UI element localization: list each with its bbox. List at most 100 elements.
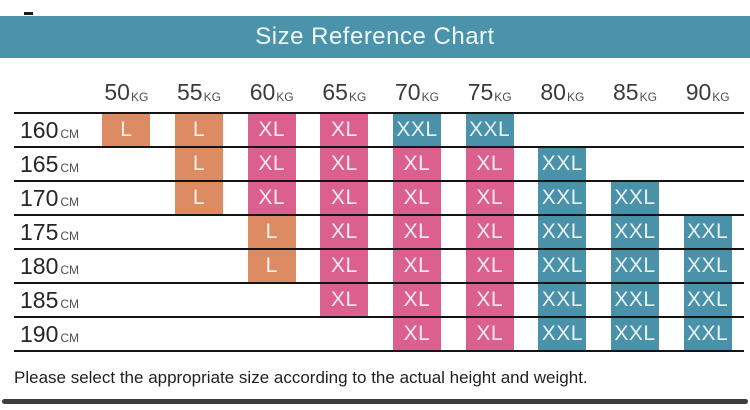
size-badge: XL <box>320 284 369 316</box>
page-title: Size Reference Chart <box>255 23 495 50</box>
height-value: 180 <box>20 252 59 279</box>
size-cell: XL <box>308 148 381 180</box>
size-badge: XXL <box>538 250 587 282</box>
weight-label-55kg: 55 KG <box>163 68 236 112</box>
size-badge: XL <box>320 216 369 248</box>
header-spacer <box>14 68 90 112</box>
weight-value: 80 <box>540 79 566 105</box>
size-cell <box>671 148 744 180</box>
size-cell: XXL <box>526 318 599 350</box>
size-badge: XL <box>320 114 369 146</box>
size-badge: XL <box>465 216 514 248</box>
table-row-190cm: 190 CM XL XL XXL XXL XXL <box>14 318 744 352</box>
size-cell: XL <box>381 318 454 350</box>
footer-note: Please select the appropriate size accor… <box>14 368 588 387</box>
size-badge: XL <box>247 182 296 214</box>
size-cell: XL <box>381 284 454 316</box>
size-badge: XL <box>392 182 441 214</box>
size-badge: XL <box>392 318 441 350</box>
height-value: 165 <box>20 150 59 177</box>
weight-label-75kg: 75 KG <box>453 68 526 112</box>
weight-value: 85 <box>613 79 639 105</box>
size-badge: L <box>174 182 223 214</box>
size-badge: XL <box>320 182 369 214</box>
size-badge: XL <box>465 318 514 350</box>
height-label-170cm: 170 CM <box>14 182 90 214</box>
size-cell <box>90 284 163 316</box>
weight-value: 50 <box>104 79 130 105</box>
size-cell: L <box>90 114 163 146</box>
size-badge: XXL <box>610 250 659 282</box>
table-row-180cm: 180 CM L XL XL XL XXL XXL XXL <box>14 250 744 284</box>
weight-unit: KG <box>130 90 149 104</box>
size-cell: XL <box>453 318 526 350</box>
size-cell: XXL <box>599 284 672 316</box>
height-value: 190 <box>20 320 59 347</box>
size-badge: L <box>102 114 151 146</box>
size-cell: XL <box>453 182 526 214</box>
size-badge: L <box>247 250 296 282</box>
size-badge: XL <box>392 216 441 248</box>
height-label-185cm: 185 CM <box>14 284 90 316</box>
size-cell: XXL <box>599 318 672 350</box>
size-badge: XXL <box>610 182 659 214</box>
size-cell: XL <box>235 182 308 214</box>
height-label-165cm: 165 CM <box>14 148 90 180</box>
size-cell: XL <box>381 148 454 180</box>
size-cell: XL <box>308 216 381 248</box>
weight-value: 55 <box>177 79 203 105</box>
size-cell: L <box>235 216 308 248</box>
size-cell: XL <box>308 114 381 146</box>
size-cell <box>163 216 236 248</box>
size-cell <box>671 182 744 214</box>
size-badge: XXL <box>683 318 732 350</box>
size-cell <box>308 318 381 350</box>
size-cell: XXL <box>671 318 744 350</box>
bottom-divider <box>2 399 748 404</box>
title-banner: Size Reference Chart <box>0 16 750 58</box>
table-row-185cm: 185 CM XL XL XL XXL XXL XXL <box>14 284 744 318</box>
weight-unit: KG <box>421 90 439 104</box>
height-unit: CM <box>60 194 80 209</box>
weight-value: 75 <box>467 79 494 105</box>
height-label-180cm: 180 CM <box>14 250 90 282</box>
size-badge: XXL <box>683 284 732 316</box>
size-badge: XL <box>465 250 514 282</box>
height-value: 170 <box>20 184 59 211</box>
size-cell: XL <box>308 182 381 214</box>
size-badge: XXL <box>610 284 659 316</box>
size-badge: XXL <box>538 284 587 316</box>
size-badge: XL <box>465 148 514 180</box>
height-unit: CM <box>60 228 80 243</box>
size-cell: XL <box>308 250 381 282</box>
height-unit: CM <box>60 330 80 345</box>
weight-unit: KG <box>712 90 730 104</box>
height-value: 175 <box>20 218 59 245</box>
size-badge: XXL <box>610 318 659 350</box>
height-label-160cm: 160 CM <box>14 114 90 146</box>
size-cell: XL <box>453 250 526 282</box>
height-label-175cm: 175 CM <box>14 216 90 248</box>
size-badge: XXL <box>610 216 659 248</box>
size-table-body: 160 CM L L XL XL XXL XXL 165 CM L XL XL XL XL XXL 170 CM L… <box>14 112 744 352</box>
weight-unit: KG <box>639 90 657 104</box>
size-badge: XXL <box>683 216 732 248</box>
weight-unit: KG <box>494 90 512 104</box>
size-badge: XXL <box>538 148 587 180</box>
size-badge: XL <box>247 114 296 146</box>
weight-unit: KG <box>276 90 294 104</box>
size-cell: XXL <box>453 114 526 146</box>
weight-value: 60 <box>249 79 276 105</box>
weight-label-80kg: 80 KG <box>526 68 599 112</box>
size-cell <box>526 114 599 146</box>
size-cell: XL <box>381 182 454 214</box>
height-unit: CM <box>60 262 80 277</box>
size-cell <box>90 318 163 350</box>
size-cell: XXL <box>526 250 599 282</box>
size-cell: XXL <box>526 284 599 316</box>
size-badge: XXL <box>683 250 732 282</box>
weight-unit: KG <box>203 90 221 104</box>
size-badge: XXL <box>538 216 587 248</box>
size-cell: XXL <box>599 250 672 282</box>
size-cell <box>90 148 163 180</box>
